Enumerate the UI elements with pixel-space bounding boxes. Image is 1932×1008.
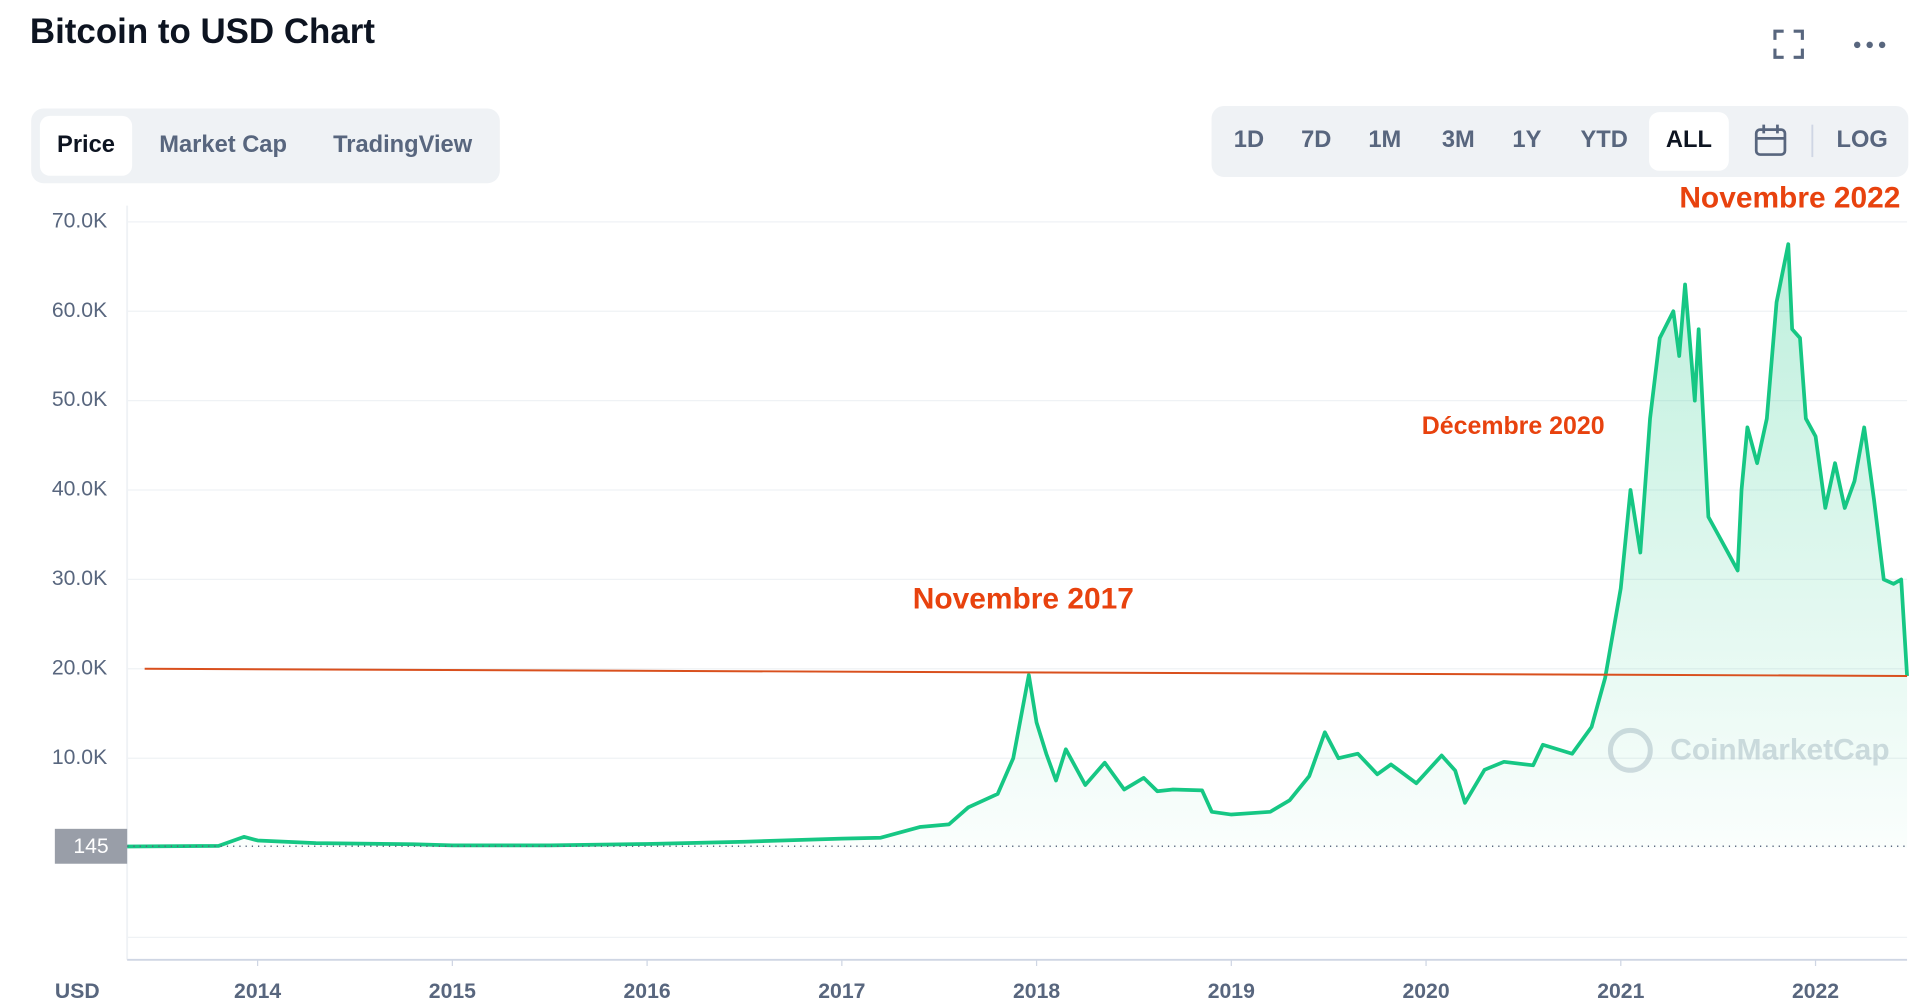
annotation: Novembre 2022	[1679, 181, 1900, 214]
calendar-icon[interactable]	[1754, 124, 1787, 156]
more-icon[interactable]	[1853, 41, 1886, 49]
tab[interactable]: Price	[57, 132, 115, 158]
range-button[interactable]: 1M	[1368, 127, 1401, 153]
y-tick-label: 10.0K	[52, 746, 107, 769]
y-axis-label: USD	[55, 980, 100, 1003]
tab-group	[31, 108, 500, 184]
range-button[interactable]: YTD	[1581, 127, 1628, 153]
log-button[interactable]: LOG	[1837, 127, 1888, 153]
x-tick-label: 2014	[234, 980, 281, 1003]
y-tick-label: 40.0K	[52, 478, 107, 501]
reference-line	[144, 667, 1908, 677]
x-tick-label: 2016	[624, 980, 671, 1003]
y-tick-label: 20.0K	[52, 656, 107, 679]
fullscreen-icon[interactable]	[1773, 29, 1804, 59]
x-tick-label: 2020	[1403, 980, 1450, 1003]
x-tick-label: 2015	[429, 980, 476, 1003]
range-button[interactable]: ALL	[1666, 127, 1712, 153]
range-button[interactable]: 1D	[1234, 127, 1264, 153]
y-tick-label: 60.0K	[52, 299, 107, 322]
active-tab-bg	[39, 115, 133, 176]
tab[interactable]: TradingView	[333, 132, 473, 158]
annotation: Décembre 2020	[1422, 412, 1605, 440]
price-tag-label: 145	[73, 835, 108, 858]
range-group	[1211, 105, 1909, 177]
y-tick-label: 50.0K	[52, 388, 107, 411]
tab[interactable]: Market Cap	[159, 132, 287, 158]
active-range-bg	[1649, 112, 1729, 171]
page-title: Bitcoin to USD Chart	[30, 12, 375, 51]
price-tag	[54, 828, 128, 864]
range-button[interactable]: 7D	[1301, 127, 1331, 153]
annotation: Novembre 2017	[913, 583, 1134, 616]
range-button[interactable]: 1Y	[1512, 127, 1541, 153]
y-tick-label: 30.0K	[52, 567, 107, 590]
price-line	[127, 242, 1909, 849]
y-tick-label: 70.0K	[52, 209, 107, 232]
x-tick-label: 2021	[1597, 980, 1644, 1003]
x-tick-label: 2017	[818, 980, 865, 1003]
x-tick-label: 2022	[1792, 980, 1839, 1003]
range-button[interactable]: 3M	[1442, 127, 1475, 153]
x-tick-label: 2018	[1013, 980, 1060, 1003]
x-tick-label: 2019	[1208, 980, 1255, 1003]
price-area	[127, 244, 1908, 848]
